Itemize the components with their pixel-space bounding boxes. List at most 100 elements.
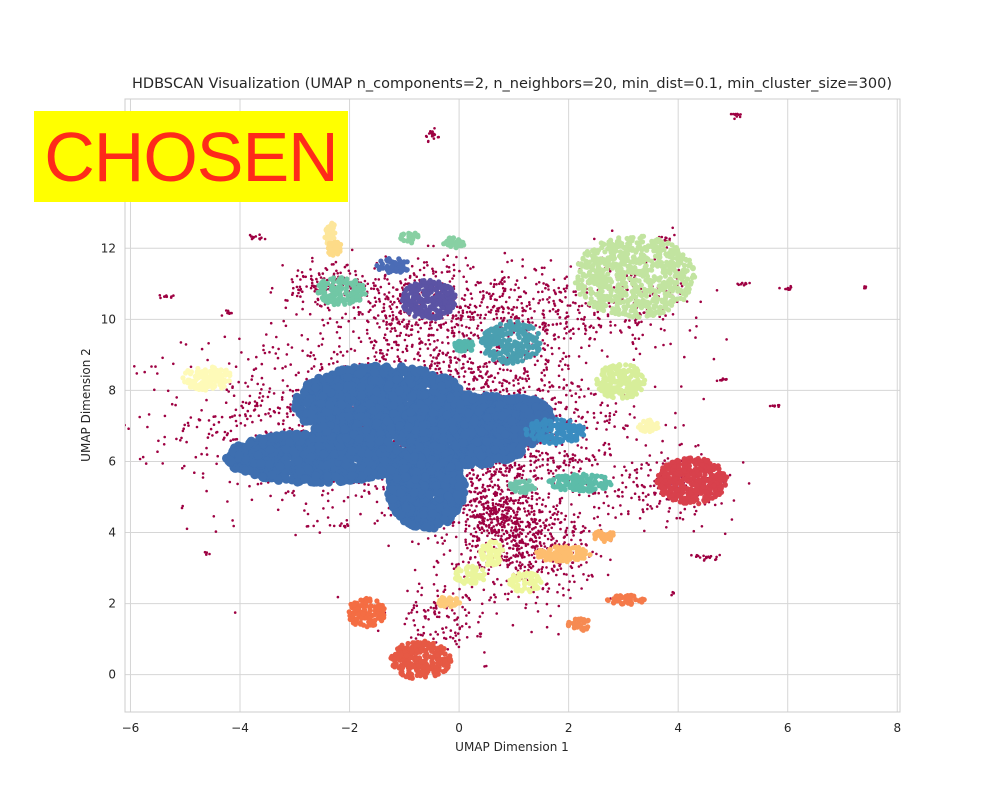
noise-point bbox=[428, 367, 432, 370]
noise-point bbox=[502, 523, 505, 526]
noise-point bbox=[464, 523, 468, 527]
noise-point bbox=[493, 593, 496, 596]
noise-point bbox=[530, 316, 533, 320]
noise-point bbox=[578, 311, 581, 315]
noise-point bbox=[510, 590, 513, 593]
noise-point bbox=[690, 553, 693, 557]
noise-point bbox=[432, 244, 435, 248]
noise-point bbox=[514, 499, 517, 502]
noise-point bbox=[451, 329, 454, 333]
noise-point bbox=[461, 560, 465, 564]
noise-point bbox=[334, 260, 338, 264]
noise-point bbox=[361, 274, 364, 278]
noise-point bbox=[485, 471, 488, 475]
noise-point bbox=[646, 507, 649, 511]
noise-point bbox=[138, 457, 142, 461]
noise-point bbox=[377, 291, 381, 295]
noise-point bbox=[295, 313, 298, 316]
noise-point bbox=[291, 428, 294, 431]
noise-point bbox=[464, 538, 467, 542]
noise-point bbox=[454, 634, 458, 637]
noise-point bbox=[599, 324, 603, 328]
noise-point bbox=[413, 624, 417, 627]
noise-point bbox=[491, 498, 495, 502]
noise-point bbox=[297, 288, 300, 292]
noise-point bbox=[462, 511, 465, 515]
noise-point bbox=[436, 541, 439, 544]
noise-point bbox=[548, 381, 551, 384]
noise-point bbox=[399, 280, 402, 283]
noise-point bbox=[397, 359, 401, 363]
noise-point bbox=[728, 473, 732, 477]
noise-point bbox=[464, 529, 467, 533]
noise-point bbox=[494, 502, 498, 506]
noise-point bbox=[490, 474, 494, 478]
noise-point bbox=[528, 303, 531, 307]
noise-point bbox=[613, 324, 617, 327]
noise-point bbox=[223, 436, 226, 440]
noise-point bbox=[466, 546, 469, 550]
noise-point bbox=[664, 423, 668, 427]
noise-point bbox=[652, 484, 656, 488]
noise-point bbox=[246, 417, 249, 421]
noise-point bbox=[540, 503, 544, 506]
noise-point bbox=[445, 533, 449, 536]
noise-point bbox=[503, 555, 507, 558]
noise-point bbox=[454, 535, 458, 539]
noise-point bbox=[299, 278, 302, 281]
noise-point bbox=[565, 453, 569, 456]
noise-point bbox=[588, 529, 591, 533]
noise-point bbox=[518, 561, 522, 564]
noise-point bbox=[574, 301, 577, 305]
noise-point bbox=[547, 390, 550, 393]
noise-point bbox=[154, 365, 157, 368]
noise-point bbox=[600, 349, 604, 352]
noise-point bbox=[244, 381, 247, 385]
noise-point bbox=[526, 551, 529, 555]
noise-point bbox=[571, 382, 574, 385]
noise-point bbox=[269, 494, 272, 498]
noise-point bbox=[603, 441, 607, 445]
noise-point bbox=[290, 346, 294, 349]
noise-point bbox=[740, 281, 744, 285]
noise-point bbox=[297, 291, 300, 295]
noise-point bbox=[492, 525, 496, 528]
noise-point bbox=[523, 455, 527, 459]
noise-point bbox=[529, 463, 533, 467]
noise-point bbox=[521, 553, 524, 557]
noise-point bbox=[483, 651, 486, 654]
noise-point bbox=[383, 293, 386, 296]
noise-point bbox=[430, 326, 433, 330]
noise-point bbox=[438, 349, 442, 353]
noise-point bbox=[641, 333, 644, 337]
noise-point bbox=[390, 327, 394, 330]
noise-point bbox=[418, 318, 421, 322]
noise-point bbox=[405, 617, 408, 620]
noise-point bbox=[466, 288, 470, 292]
noise-point bbox=[209, 427, 213, 431]
noise-point bbox=[482, 588, 486, 592]
noise-point bbox=[621, 495, 624, 498]
noise-point bbox=[607, 421, 611, 425]
noise-point bbox=[467, 367, 471, 370]
noise-point bbox=[620, 331, 623, 334]
noise-point bbox=[484, 373, 488, 376]
noise-point bbox=[455, 361, 458, 364]
noise-point bbox=[715, 555, 718, 559]
noise-point bbox=[332, 272, 336, 276]
noise-point bbox=[432, 272, 435, 275]
noise-point bbox=[436, 135, 440, 139]
noise-point bbox=[417, 358, 420, 362]
noise-point bbox=[525, 304, 529, 308]
noise-point bbox=[509, 529, 513, 532]
noise-point bbox=[378, 360, 382, 363]
noise-point bbox=[540, 451, 544, 455]
noise-point bbox=[461, 332, 465, 335]
noise-point bbox=[479, 370, 482, 374]
noise-point bbox=[565, 393, 568, 397]
noise-point bbox=[457, 375, 461, 379]
noise-point bbox=[418, 337, 421, 341]
noise-point bbox=[316, 280, 319, 284]
noise-point bbox=[528, 504, 531, 507]
noise-point bbox=[521, 258, 524, 261]
